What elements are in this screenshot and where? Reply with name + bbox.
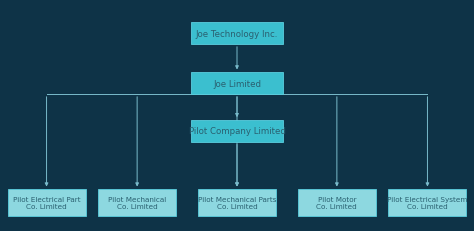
FancyBboxPatch shape	[98, 190, 176, 216]
FancyBboxPatch shape	[388, 190, 466, 216]
Text: Pilot Mechanical
Co. Limited: Pilot Mechanical Co. Limited	[108, 196, 166, 209]
FancyBboxPatch shape	[191, 23, 283, 45]
Text: Pilot Electrical System
Co. Limited: Pilot Electrical System Co. Limited	[387, 196, 468, 209]
FancyBboxPatch shape	[191, 73, 283, 94]
Text: Joe Limited: Joe Limited	[213, 79, 261, 88]
FancyBboxPatch shape	[298, 190, 376, 216]
Text: Pilot Mechanical Parts
Co. Limited: Pilot Mechanical Parts Co. Limited	[198, 196, 276, 209]
FancyBboxPatch shape	[198, 190, 276, 216]
Text: Joe Technology Inc.: Joe Technology Inc.	[196, 30, 278, 39]
FancyBboxPatch shape	[8, 190, 86, 216]
Text: Pilot Electrical Part
Co. Limited: Pilot Electrical Part Co. Limited	[13, 196, 81, 209]
FancyBboxPatch shape	[191, 121, 283, 142]
Text: Pilot Motor
Co. Limited: Pilot Motor Co. Limited	[317, 196, 357, 209]
Text: Pilot Company Limited: Pilot Company Limited	[189, 127, 285, 136]
